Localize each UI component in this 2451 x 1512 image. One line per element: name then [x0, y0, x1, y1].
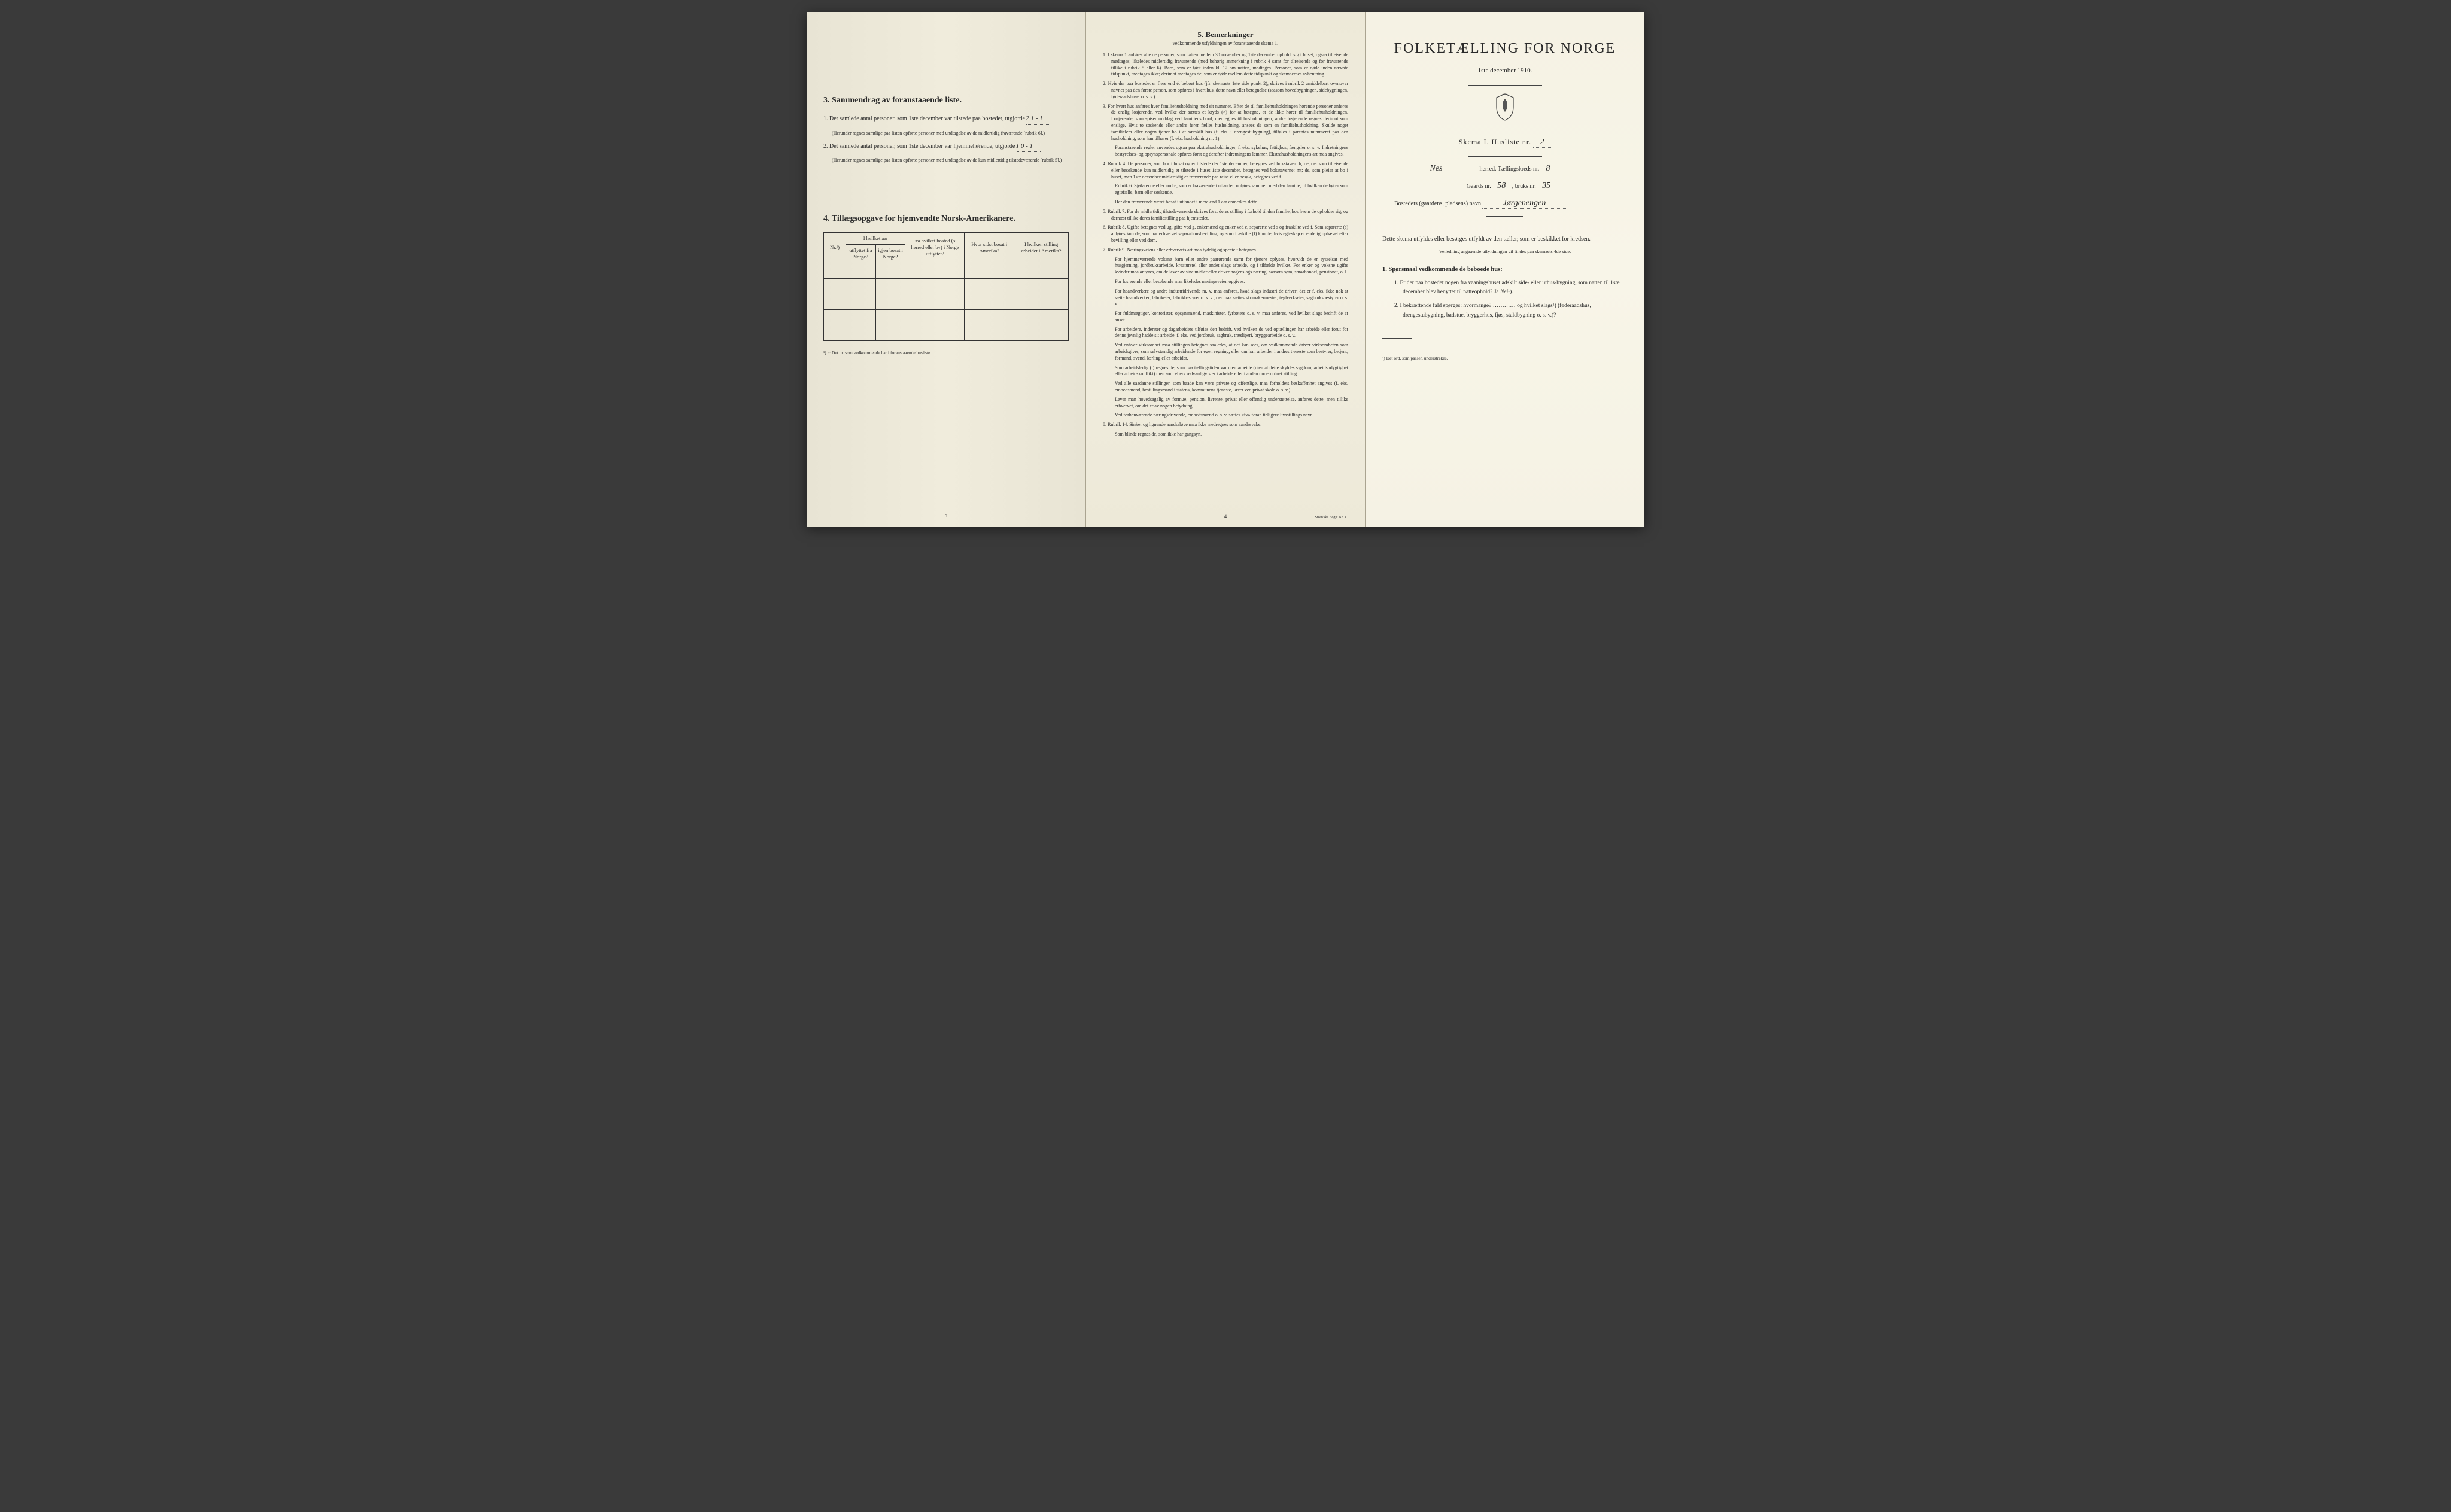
- bosted-fill: Jørgenengen: [1482, 199, 1566, 209]
- section3-title: Sammendrag av foranstaaende liste.: [832, 96, 962, 105]
- footnote-right: ¹) Det ord, som passer, understrekes.: [1382, 355, 1628, 361]
- section3-item2: 2. Det samlede antal personer, som 1ste …: [823, 141, 1069, 153]
- bemerkning-item: For arbeidere, inderster og dagarbeidere…: [1103, 327, 1348, 340]
- table-body: [824, 263, 1069, 340]
- section3-num: 3.: [823, 96, 830, 105]
- bemerkning-item: Rubrik 6. Sjøfarende eller andre, som er…: [1103, 183, 1348, 196]
- intro-text: Dette skema utfyldes eller besørges utfy…: [1382, 235, 1628, 244]
- table-row: [824, 325, 1069, 340]
- skema-nr: 2: [1533, 138, 1551, 148]
- date-line: 1ste december 1910.: [1382, 67, 1628, 74]
- col-stilling: I hvilken stilling arbeidet i Amerika?: [1014, 232, 1069, 263]
- table-row: [824, 294, 1069, 309]
- bruks-label: , bruks nr.: [1512, 183, 1536, 190]
- item1-fill: 2 1 - 1: [1026, 114, 1050, 125]
- gaards-nr: 58: [1492, 181, 1510, 191]
- amerika-table: Nr.¹) I hvilket aar Fra hvilket bosted (…: [823, 232, 1069, 355]
- item2-note: (Herunder regnes samtlige paa listen opf…: [832, 157, 1069, 163]
- question-2: 2. I bekræftende fald spørges: hvormange…: [1394, 302, 1628, 320]
- panel-left: 3. Sammendrag av foranstaaende liste. 1.…: [807, 12, 1086, 527]
- section5-heading: 5. Bemerkninger: [1103, 30, 1348, 39]
- coat-of-arms-icon: [1382, 93, 1628, 127]
- bemerkning-item: Ved forhenværende næringsdrivende, embed…: [1103, 412, 1348, 419]
- sporsmaal-heading: 1. Spørsmaal vedkommende de beboede hus:: [1382, 266, 1628, 273]
- veiledning-text: Veiledning angaaende utfyldningen vil fi…: [1382, 249, 1628, 254]
- section5-num: 5.: [1197, 30, 1203, 39]
- col-nr: Nr.¹): [824, 232, 846, 263]
- question-1: 1. Er der paa bostedet nogen fra vaaning…: [1394, 279, 1628, 297]
- table-row: [824, 278, 1069, 294]
- table-footnote: ¹) ɔ: Det nr. som vedkommende har i fora…: [823, 350, 1069, 355]
- page-num-left: 3: [945, 513, 948, 519]
- main-title: FOLKETÆLLING FOR NORGE: [1382, 41, 1628, 57]
- item2-text: 2. Det samlede antal personer, som 1ste …: [823, 143, 1015, 150]
- section3-item1: 1. Det samlede antal personer, som 1ste …: [823, 114, 1069, 125]
- bemerkning-item: 1. I skema 1 anføres alle de personer, s…: [1103, 52, 1348, 78]
- census-document: 3. Sammendrag av foranstaaende liste. 1.…: [807, 12, 1644, 527]
- bemerkning-item: Som arbeidsledig (l) regnes de, som paa …: [1103, 365, 1348, 378]
- bemerkninger-list: 1. I skema 1 anføres alle de personer, s…: [1103, 52, 1348, 438]
- gaards-label: Gaards nr.: [1467, 183, 1491, 190]
- item1-text: 1. Det samlede antal personer, som 1ste …: [823, 115, 1025, 122]
- col-bosted: Fra hvilket bosted (ɔ: herred eller by) …: [905, 232, 965, 263]
- bemerkning-item: For fuldmægtiger, kontorister, opsynsmæn…: [1103, 311, 1348, 324]
- col-sidst: Hvor sidst bosat i Amerika?: [965, 232, 1014, 263]
- item1-note: (Herunder regnes samtlige paa listen opf…: [832, 130, 1069, 136]
- gaards-line: Gaards nr. 58 , bruks nr. 35: [1382, 181, 1628, 191]
- page-num-middle: 4: [1224, 513, 1227, 519]
- bemerkning-item: 5. Rubrik 7. For de midlertidig tilstede…: [1103, 209, 1348, 222]
- col-aar-head: I hvilket aar: [846, 232, 905, 244]
- bemerkning-item: Foranstaaende regler anvendes ogsaa paa …: [1103, 145, 1348, 158]
- item2-fill: 1 0 - 1: [1017, 141, 1041, 153]
- herred-fill: Nes: [1394, 164, 1478, 174]
- bemerkning-item: Ved alle saadanne stillinger, som baade …: [1103, 381, 1348, 394]
- bemerkning-item: For losjerende eller besøkende maa likel…: [1103, 279, 1348, 285]
- bruks-nr: 35: [1537, 181, 1555, 191]
- table-row: [824, 309, 1069, 325]
- section4-heading: 4. Tillægsopgave for hjemvendte Norsk-Am…: [823, 214, 1069, 224]
- section4-num: 4.: [823, 214, 830, 223]
- herred-label: herred. Tællingskreds nr.: [1480, 166, 1540, 172]
- printer-mark: Steen'ske Bogtr. Kr. a.: [1315, 516, 1347, 519]
- bemerkning-item: For haandverkere og andre industridriven…: [1103, 288, 1348, 308]
- panel-right: FOLKETÆLLING FOR NORGE 1ste december 191…: [1366, 12, 1644, 527]
- col-igjen: igjen bosat i Norge?: [875, 244, 905, 263]
- section3-heading: 3. Sammendrag av foranstaaende liste.: [823, 96, 1069, 105]
- skema-label: Skema I. Husliste nr.: [1459, 138, 1531, 146]
- bemerkning-item: 6. Rubrik 8. Ugifte betegnes ved ug, gif…: [1103, 224, 1348, 244]
- table-row: [824, 263, 1069, 278]
- col-utflyttet: utflyttet fra Norge?: [846, 244, 876, 263]
- bemerkning-item: 4. Rubrik 4. De personer, som bor i huse…: [1103, 161, 1348, 180]
- bemerkning-item: 3. For hvert hus anføres hver familiehus…: [1103, 104, 1348, 142]
- skema-line: Skema I. Husliste nr. 2: [1382, 138, 1628, 148]
- bemerkning-item: 8. Rubrik 14. Sinker og lignende aandssl…: [1103, 422, 1348, 428]
- panel-middle: 5. Bemerkninger vedkommende utfyldningen…: [1086, 12, 1366, 527]
- section4-title: Tillægsopgave for hjemvendte Norsk-Ameri…: [832, 214, 1015, 223]
- bemerkning-item: Som blinde regnes de, som ikke har gangs…: [1103, 431, 1348, 438]
- bemerkning-item: Lever man hovedsagelig av formue, pensio…: [1103, 397, 1348, 410]
- section5-subtitle: vedkommende utfyldningen av foranstaaend…: [1103, 41, 1348, 46]
- bemerkning-item: Ved enhver virksomhet maa stillingen bet…: [1103, 342, 1348, 361]
- bosted-line: Bostedets (gaardens, pladsens) navn Jørg…: [1382, 199, 1628, 209]
- bemerkning-item: For hjemmeværende voksne barn eller andr…: [1103, 257, 1348, 276]
- section5-title: Bemerkninger: [1205, 30, 1253, 39]
- bemerkning-item: 2. Hvis der paa bostedet er flere end ét…: [1103, 81, 1348, 100]
- bosted-label: Bostedets (gaardens, pladsens) navn: [1394, 200, 1481, 207]
- herred-line: Nes herred. Tællingskreds nr. 8: [1382, 164, 1628, 174]
- bemerkning-item: Har den fraværende været bosat i utlande…: [1103, 199, 1348, 206]
- bemerkning-item: 7. Rubrik 9. Næringsveiens eller erhverv…: [1103, 247, 1348, 254]
- kreds-nr: 8: [1541, 164, 1555, 174]
